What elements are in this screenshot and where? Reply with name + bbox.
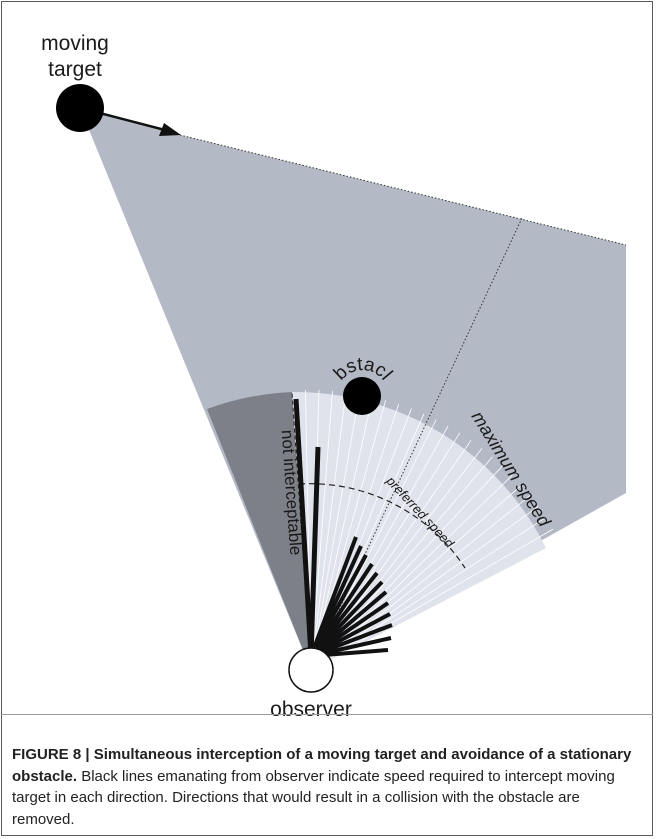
caption-figure-number: FIGURE 8 | xyxy=(12,746,94,763)
figure-caption: FIGURE 8 | Simultaneous interception of … xyxy=(12,744,642,830)
obstacle-circle xyxy=(343,377,381,415)
not-interceptable-boundary xyxy=(291,391,312,671)
velocity-arrow-head xyxy=(159,123,181,136)
fan-radial-line xyxy=(310,394,360,671)
speed-lines xyxy=(293,398,393,658)
interception-direction-dotted-line xyxy=(310,217,523,671)
speed-line xyxy=(293,398,314,657)
caption-title: Simultaneous interception of a moving ta… xyxy=(12,746,632,785)
fan-radial-line xyxy=(310,392,347,671)
observer-label: observer xyxy=(270,698,352,721)
caption-divider xyxy=(1,714,653,715)
velocity-arrow-shaft xyxy=(91,109,166,132)
not-interceptable-region xyxy=(207,392,311,670)
moving-target-label-line2: target xyxy=(48,58,102,81)
fan-radial-lines xyxy=(305,390,554,671)
speed-line xyxy=(308,446,321,657)
speed-line xyxy=(310,623,393,658)
target-path-dotted-line xyxy=(179,134,627,246)
moving-target-label-line1: moving xyxy=(41,32,109,55)
preferred-speed-arc xyxy=(298,483,466,569)
caption-text: Black lines emanating from observer indi… xyxy=(12,767,615,828)
moving-target-circle xyxy=(56,84,104,132)
fan-radial-line xyxy=(310,517,547,671)
observer-circle xyxy=(288,647,334,693)
